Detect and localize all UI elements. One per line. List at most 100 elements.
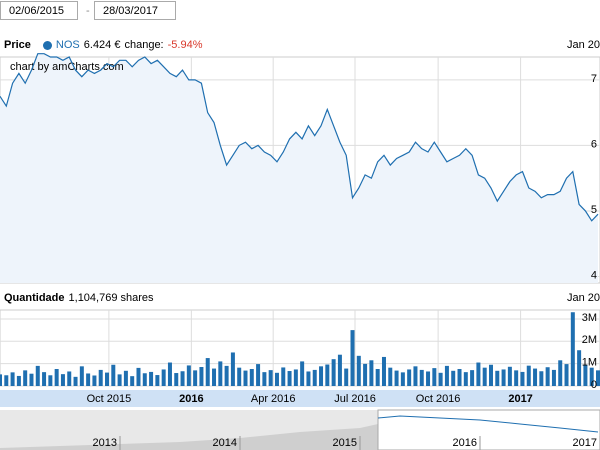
volume-bar xyxy=(117,374,122,386)
volume-bar xyxy=(533,368,538,386)
volume-bar xyxy=(186,365,191,386)
scrollbar-label: 2013 xyxy=(93,437,117,449)
volume-bar xyxy=(463,372,468,386)
volume-bar xyxy=(325,364,330,386)
x-tick-label: 2016 xyxy=(179,393,203,405)
change-label: change: xyxy=(124,39,164,51)
volume-bar xyxy=(520,371,525,386)
y-tick-label: 4 xyxy=(591,269,597,281)
legend-marker[interactable] xyxy=(42,40,52,50)
volume-bar xyxy=(312,369,317,386)
legend-value: 1,104,769 shares xyxy=(68,292,154,304)
volume-bar xyxy=(136,367,141,386)
volume-bar xyxy=(438,372,443,386)
scrollbar-preview-line xyxy=(377,415,599,433)
volume-bar xyxy=(29,373,34,386)
y-tick-label: 2M xyxy=(582,334,597,346)
volume-bar xyxy=(79,366,84,386)
cursor-date: Jan 20 xyxy=(566,39,600,51)
volume-bar xyxy=(293,369,298,386)
volume-bar xyxy=(407,369,412,386)
volume-bar xyxy=(495,370,500,386)
volume-bar xyxy=(142,373,147,386)
volume-bar xyxy=(476,362,481,386)
volume-bar xyxy=(0,374,2,386)
volume-bar xyxy=(375,369,380,386)
volume-bar xyxy=(488,364,493,386)
x-tick-label: Oct 2015 xyxy=(87,393,132,405)
volume-bar xyxy=(149,371,154,386)
scrollbar-selection[interactable] xyxy=(377,409,600,450)
legend-name[interactable]: NOS xyxy=(55,39,80,51)
scrollbar-preview xyxy=(0,424,378,450)
volume-bar xyxy=(363,363,368,386)
volume-bar xyxy=(564,364,569,386)
volume-bar xyxy=(237,367,242,386)
volume-bar xyxy=(539,371,544,386)
volume-bar xyxy=(98,369,103,386)
legend-value: 6.424 € xyxy=(83,39,121,51)
volume-bar xyxy=(205,358,210,386)
volume-bar xyxy=(123,370,128,386)
category-axis-band xyxy=(0,390,600,407)
volume-bar xyxy=(224,365,229,386)
volume-bar xyxy=(249,369,254,386)
volume-bar xyxy=(155,375,160,386)
volume-bar xyxy=(577,350,582,386)
volume-bar xyxy=(268,370,273,386)
to-date-input[interactable]: 28/03/2017 xyxy=(94,1,176,20)
x-tick-label: Jul 2016 xyxy=(334,393,376,405)
volume-bar xyxy=(451,370,456,386)
volume-bar xyxy=(111,364,116,386)
volume-bar xyxy=(218,361,223,386)
volume-bar xyxy=(337,354,342,386)
volume-bar xyxy=(570,312,575,386)
range-separator: - xyxy=(86,5,90,17)
volume-bar xyxy=(306,371,311,386)
volume-bar xyxy=(331,359,336,386)
panel-title: Quantidade xyxy=(4,292,65,304)
x-tick-label: Apr 2016 xyxy=(251,393,296,405)
y-tick-label: 3M xyxy=(582,312,597,324)
volume-bar xyxy=(501,369,506,386)
volume-bar xyxy=(193,370,198,386)
volume-bar xyxy=(444,365,449,386)
scrollbar-label: 2017 xyxy=(573,437,597,449)
volume-bar xyxy=(174,373,179,386)
change-value: -5.94% xyxy=(167,39,203,51)
volume-bar xyxy=(300,361,305,386)
volume-bar xyxy=(558,360,563,386)
volume-bar xyxy=(105,372,110,386)
y-tick-label: 5 xyxy=(591,204,597,216)
credit: chart by amCharts.com xyxy=(10,61,124,73)
volume-bar xyxy=(596,370,600,386)
volume-bar xyxy=(419,369,424,386)
volume-bar xyxy=(243,370,248,386)
volume-bar xyxy=(92,375,97,386)
volume-bar xyxy=(526,365,531,386)
volume-bar xyxy=(281,367,286,386)
panel-title: Price xyxy=(4,39,31,51)
volume-bar xyxy=(356,355,361,386)
volume-bar xyxy=(73,376,78,386)
volume-bar xyxy=(199,367,204,386)
y-tick-label: 0 xyxy=(591,379,597,391)
scrollbar-label: 2016 xyxy=(453,437,477,449)
y-tick-label: 7 xyxy=(591,73,597,85)
volume-bar xyxy=(319,366,324,386)
volume-bar xyxy=(4,375,9,386)
volume-bar xyxy=(413,366,418,386)
volume-bar xyxy=(230,352,235,386)
volume-bar xyxy=(10,372,15,386)
volume-bar xyxy=(60,374,65,386)
volume-bar xyxy=(583,364,588,386)
volume-bar xyxy=(54,369,59,386)
volume-bar xyxy=(426,371,431,386)
volume-bar xyxy=(381,356,386,386)
volume-bar xyxy=(369,360,374,386)
volume-bar xyxy=(287,371,292,386)
from-date-input[interactable]: 02/06/2015 xyxy=(0,1,78,20)
volume-bar xyxy=(545,367,550,386)
volume-bar xyxy=(551,369,556,386)
